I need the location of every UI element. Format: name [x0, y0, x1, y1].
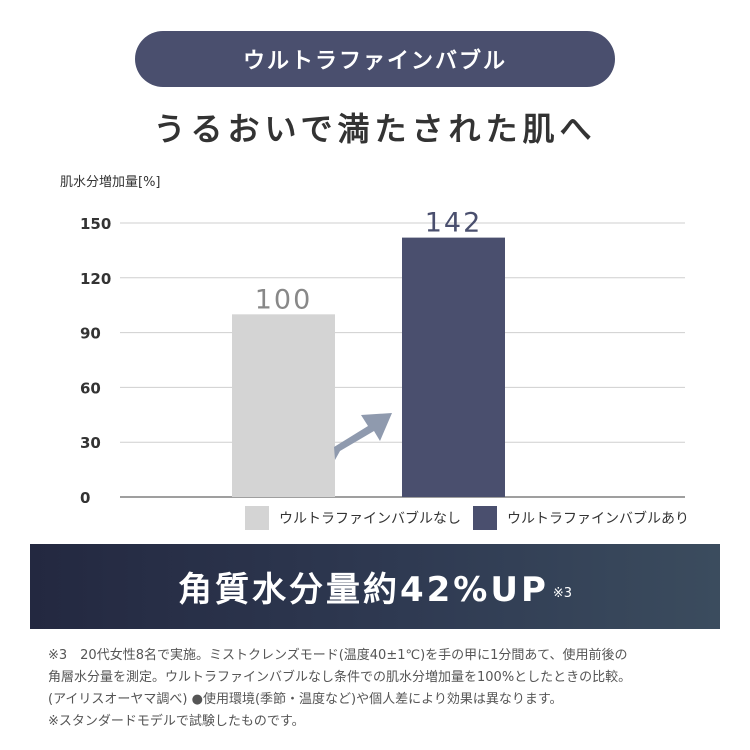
y-tick-label: 150: [80, 215, 111, 233]
y-tick-label: 120: [80, 270, 111, 288]
legend-item-with: ウルトラファインバブルあり: [473, 506, 689, 530]
increase-arrow-icon: [334, 413, 392, 460]
bar-chart: 肌水分増加量[%] 0 30 60 90 120 150 100 142: [60, 175, 685, 505]
result-footnote-mark: ※3: [552, 586, 573, 601]
bar-with: [402, 237, 505, 497]
data-label-without: 100: [255, 284, 313, 315]
legend-label-with: ウルトラファインバブルあり: [507, 511, 689, 527]
footnote-line: 角層水分量を測定。ウルトラファインバブルなし条件での肌水分増加量を100%とした…: [48, 670, 632, 685]
bar-without: [232, 314, 335, 497]
result-banner: 角質水分量約42%UP ※3: [30, 544, 720, 629]
legend-swatch-with: [473, 506, 497, 530]
y-tick-label: 90: [80, 325, 101, 343]
headline: うるおいで満たされた肌へ: [153, 110, 597, 148]
y-tick-label: 0: [80, 489, 90, 505]
data-labels: 100 142: [255, 208, 483, 316]
y-tick-labels: 0 30 60 90 120 150: [80, 215, 111, 505]
y-axis-label: 肌水分増加量[%]: [60, 175, 161, 190]
y-tick-label: 30: [80, 434, 101, 452]
legend-label-without: ウルトラファインバブルなし: [279, 511, 461, 527]
footnote-line: ※スタンダードモデルで試験したものです。: [48, 714, 305, 729]
result-text: 角質水分量約42%UP: [177, 570, 549, 610]
footnote-line: ※3 20代女性8名で実施。ミストクレンズモード(温度40±1℃)を手の甲に1分…: [48, 648, 628, 663]
feature-pill-label: ウルトラファインバブル: [242, 49, 507, 74]
legend-swatch-without: [245, 506, 269, 530]
data-label-with: 142: [425, 208, 483, 239]
footnotes: ※3 20代女性8名で実施。ミストクレンズモード(温度40±1℃)を手の甲に1分…: [48, 645, 728, 733]
footnote-line: (アイリスオーヤマ調べ) ●使用環境(季節・温度など)や個人差により効果は異なり…: [48, 692, 563, 707]
feature-pill: ウルトラファインバブル: [135, 31, 615, 87]
y-tick-label: 60: [80, 379, 101, 397]
bars: [232, 237, 505, 497]
legend-item-without: ウルトラファインバブルなし: [245, 506, 461, 530]
